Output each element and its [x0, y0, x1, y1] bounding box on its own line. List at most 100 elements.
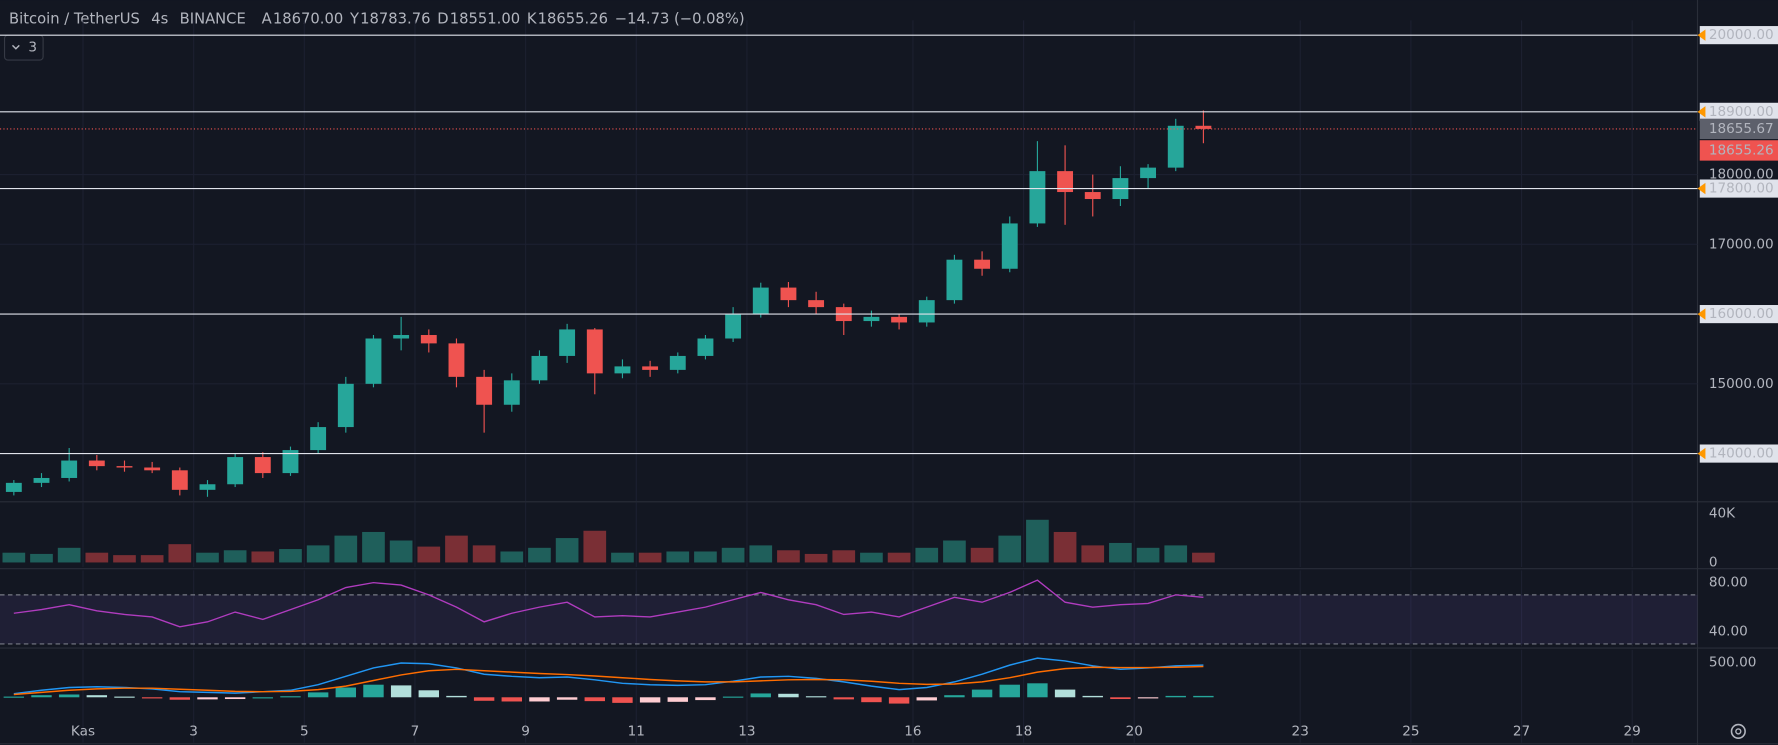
macd-line [13, 657, 1204, 695]
y-tick-label: 500.00 [1709, 654, 1757, 670]
x-tick-label: 7 [411, 723, 420, 739]
candle-body [365, 338, 382, 384]
x-tick-label: 23 [1292, 723, 1309, 739]
volume-bar [943, 540, 966, 563]
header-text: 18783.76 [360, 10, 430, 27]
macd-histogram-bar [971, 689, 993, 698]
candle-body [393, 335, 410, 339]
macd-histogram-bar [805, 696, 827, 698]
candle-body [199, 484, 216, 490]
y-tick-label: 15000.00 [1709, 376, 1774, 392]
macd-histogram-bar [667, 697, 688, 702]
candle-body [974, 259, 991, 269]
y-tick-label: 40.00 [1709, 624, 1748, 640]
x-tick-label: 29 [1624, 723, 1641, 739]
macd-histogram-bar [418, 690, 440, 698]
header-text: 18655.26 [538, 10, 608, 27]
volume-bar [472, 545, 496, 563]
macd-histogram-bar [141, 697, 163, 699]
macd-histogram-bar [31, 695, 52, 698]
header-text: A [262, 10, 272, 27]
macd-histogram-bar [944, 695, 965, 698]
volume-bar [1164, 545, 1188, 563]
volume-bar [1192, 552, 1215, 563]
candle-body [254, 457, 271, 474]
macd-histogram-bar [307, 692, 329, 698]
volume-bar [500, 551, 524, 563]
header-text: K [527, 10, 537, 27]
header-text: −14.73 (−0.08%) [615, 10, 745, 27]
candle-body [1195, 125, 1212, 129]
macd-histogram-bar [473, 697, 495, 701]
volume-bar [1081, 545, 1105, 563]
volume-bar [777, 550, 800, 563]
header-text: 18551.00 [450, 10, 520, 27]
candle-body [61, 460, 78, 478]
candle-body [171, 470, 188, 490]
macd-histogram-bar [750, 693, 771, 698]
x-tick-label: Kas [71, 723, 95, 739]
volume-bar [279, 549, 302, 563]
level-label: 16000.00 [1709, 306, 1774, 322]
x-tick-label: 11 [628, 723, 645, 739]
volume-bar [528, 547, 551, 563]
y-tick-label: 18000.00 [1709, 167, 1774, 183]
macd-histogram-bar [584, 697, 605, 702]
y-tick-label: 40K [1709, 506, 1736, 522]
volume-bar [555, 538, 579, 563]
candle-body [863, 316, 880, 322]
candle-body [918, 300, 935, 323]
volume-bar [334, 535, 358, 563]
macd-histogram-bar [722, 696, 744, 698]
marker-price-bg [1699, 118, 1778, 140]
candle-body [697, 338, 714, 356]
volume-bar [389, 540, 413, 563]
volume-bar [30, 553, 53, 563]
candle-body [1167, 125, 1184, 168]
candle-body [531, 355, 548, 381]
settings-icon[interactable] [1730, 723, 1746, 739]
volume-bar [887, 552, 911, 563]
macd-histogram-bar [888, 697, 910, 704]
alert-marker [1697, 182, 1706, 195]
volume-bar [113, 555, 136, 563]
volume-bar [417, 546, 441, 563]
volume-bar [445, 535, 468, 563]
macd-histogram-bar [1193, 695, 1214, 698]
indicator-count: 3 [28, 40, 37, 56]
level-label: 17800.00 [1709, 181, 1774, 197]
indicator-toggle[interactable]: 3 [3, 34, 44, 61]
macd-histogram-bar [529, 697, 550, 702]
candle-body [780, 287, 797, 301]
macd-histogram-bar [1082, 695, 1103, 698]
marker-price-label: 18655.67 [1709, 121, 1774, 137]
macd-histogram-bar [778, 693, 799, 698]
candle-body [144, 467, 161, 471]
candle-body [1001, 223, 1018, 269]
volume-bar [998, 535, 1022, 563]
volume-bar [694, 551, 717, 563]
level-label: 14000.00 [1709, 446, 1774, 462]
macd-histogram-bar [114, 696, 135, 698]
candle-body [1057, 171, 1074, 193]
macd-histogram-bar [446, 695, 467, 698]
candle-body [227, 457, 244, 485]
volume-bar [2, 552, 26, 563]
toggle-box[interactable] [3, 34, 44, 61]
volume-bar [1136, 547, 1160, 563]
candle-body [420, 335, 437, 344]
x-tick-label: 16 [904, 723, 921, 739]
last-price-label: 18655.26 [1709, 142, 1774, 158]
volume-bar [611, 552, 634, 563]
x-tick-label: 13 [738, 723, 755, 739]
candle-body [669, 355, 686, 370]
level-label-bg [1699, 102, 1778, 121]
header-text: BINANCE [180, 10, 246, 27]
macd-histogram-bar [861, 697, 882, 703]
macd-histogram-bar [833, 697, 854, 700]
x-tick-label: 5 [300, 723, 309, 739]
alert-marker [1697, 308, 1706, 320]
volume-bar [362, 531, 385, 563]
